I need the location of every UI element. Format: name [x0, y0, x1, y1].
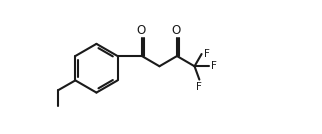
Text: F: F: [196, 82, 202, 92]
Text: O: O: [136, 24, 145, 37]
Text: F: F: [204, 49, 209, 59]
Text: O: O: [171, 24, 180, 37]
Text: F: F: [211, 61, 216, 71]
